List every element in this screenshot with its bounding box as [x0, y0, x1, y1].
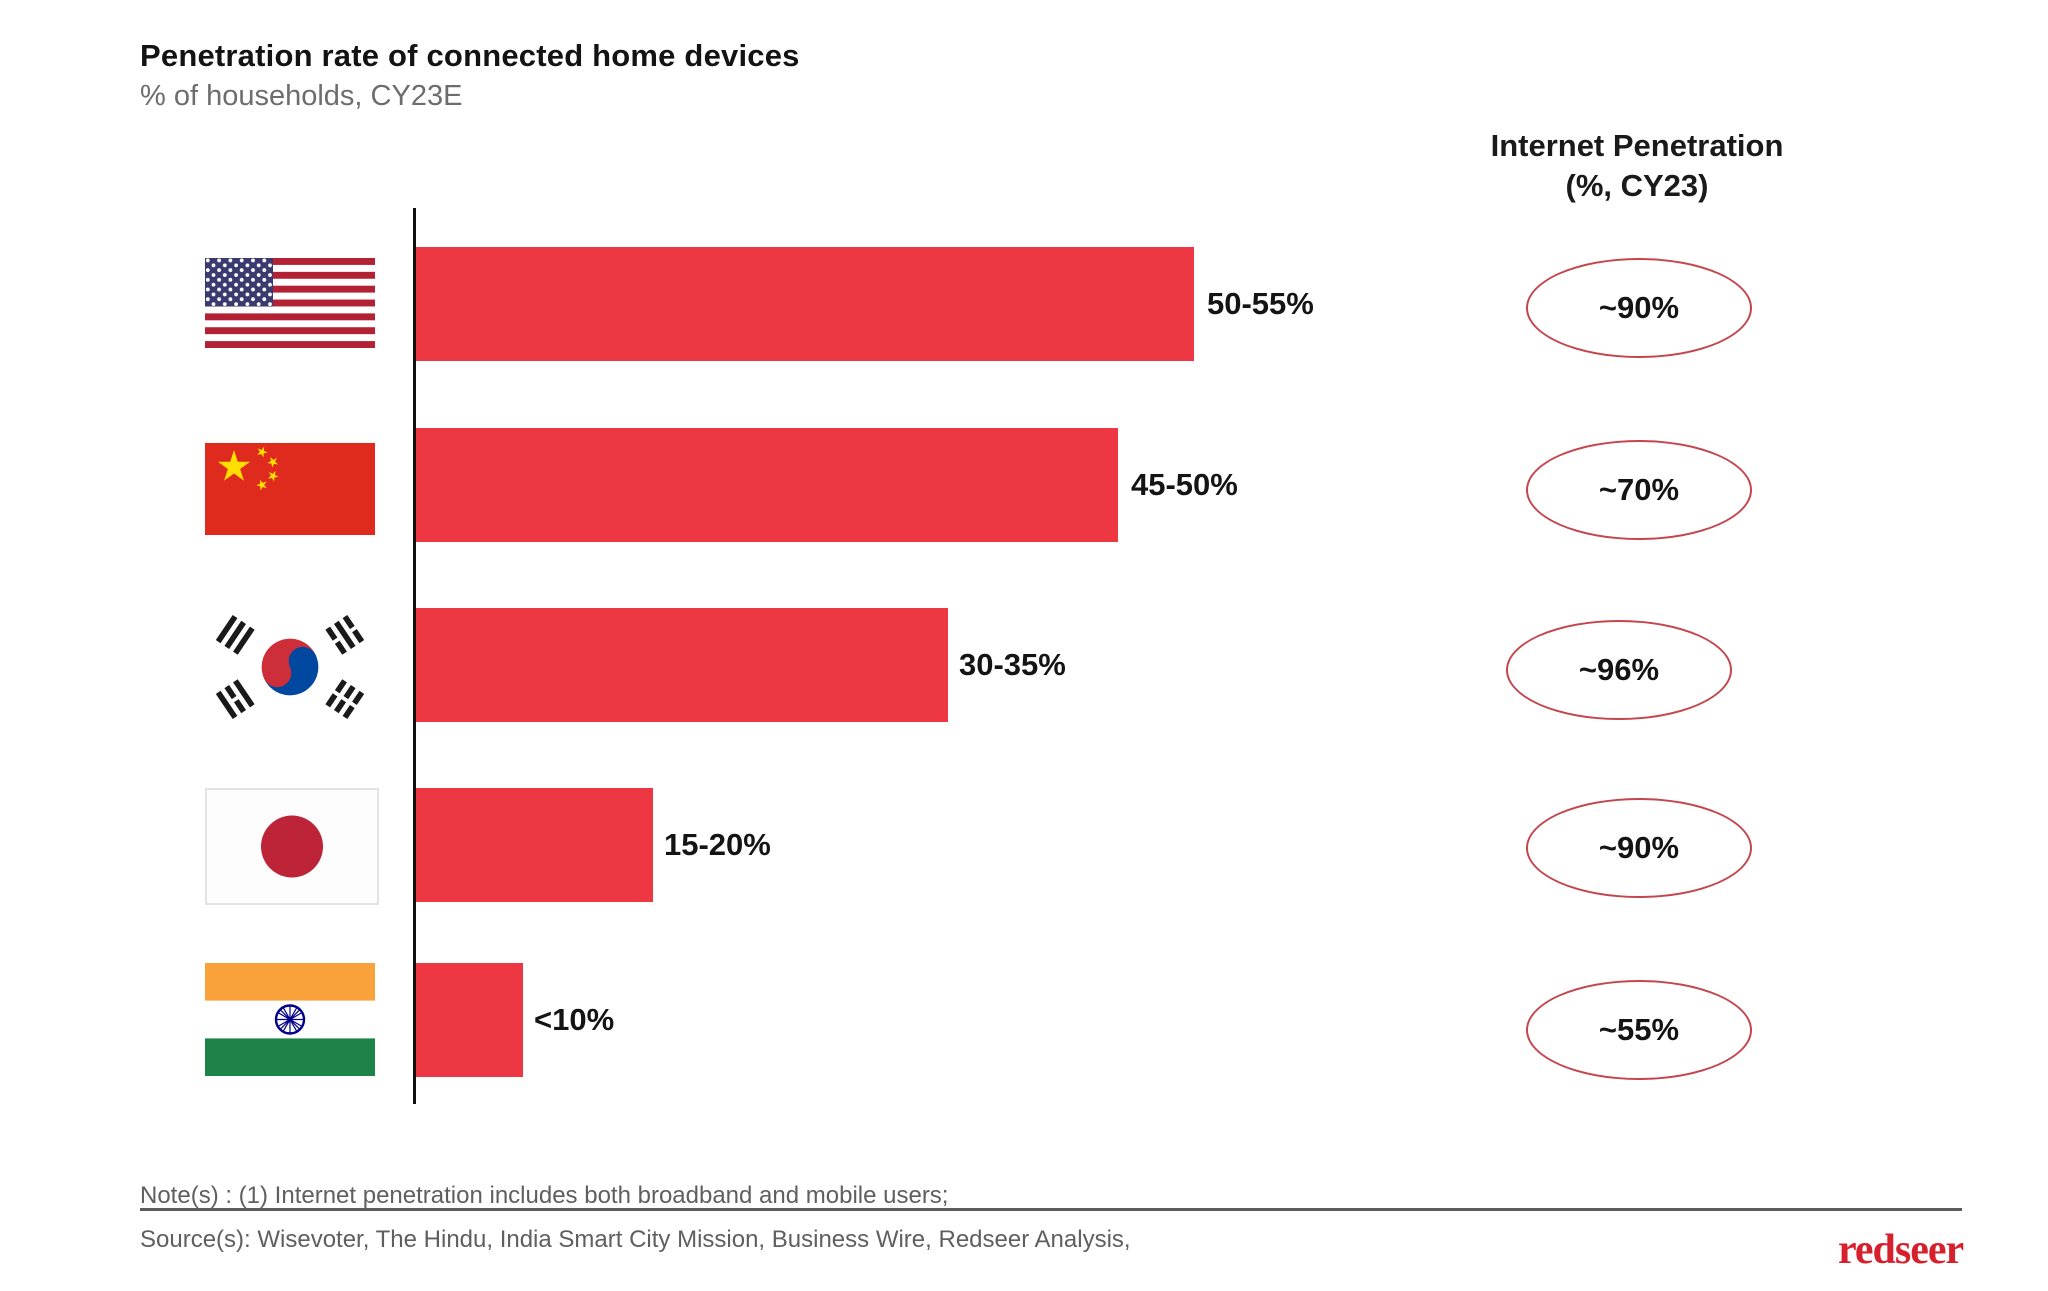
internet-oval-japan: ~90%	[1526, 798, 1752, 898]
bar-usa	[416, 247, 1194, 361]
japan-flag-icon	[205, 788, 379, 905]
page-title: Penetration rate of connected home devic…	[140, 38, 800, 73]
internet-penetration-header-line1: Internet Penetration	[1490, 128, 1784, 163]
bar-label-china: 45-50%	[1131, 467, 1238, 502]
south-korea-flag-icon	[205, 610, 375, 724]
bar-china	[416, 428, 1118, 542]
internet-oval-india: ~55%	[1526, 980, 1752, 1080]
china-flag-icon	[205, 443, 375, 535]
internet-penetration-header-line2: (%, CY23)	[1565, 168, 1709, 203]
bar-south-korea	[416, 608, 948, 722]
internet-oval-south-korea: ~96%	[1506, 620, 1732, 720]
internet-penetration-header: Internet Penetration (%, CY23)	[1437, 126, 1837, 206]
bar-label-india: <10%	[534, 1002, 615, 1037]
india-flag-icon	[205, 963, 375, 1076]
bar-india	[416, 963, 523, 1077]
page-subtitle: % of households, CY23E	[140, 80, 463, 112]
bar-label-japan: 15-20%	[664, 827, 771, 862]
bar-japan	[416, 788, 653, 902]
internet-oval-usa: ~90%	[1526, 258, 1752, 358]
usa-flag-icon	[205, 258, 375, 348]
y-axis-line	[413, 208, 416, 1104]
footer-divider	[140, 1208, 1962, 1211]
bar-label-south-korea: 30-35%	[959, 647, 1066, 682]
footnote: Note(s) : (1) Internet penetration inclu…	[140, 1182, 949, 1209]
source-text: Source(s): Wisevoter, The Hindu, India S…	[140, 1226, 1131, 1253]
bar-label-usa: 50-55%	[1207, 286, 1314, 321]
redseer-logo: redseer	[1838, 1227, 1964, 1273]
internet-oval-china: ~70%	[1526, 440, 1752, 540]
